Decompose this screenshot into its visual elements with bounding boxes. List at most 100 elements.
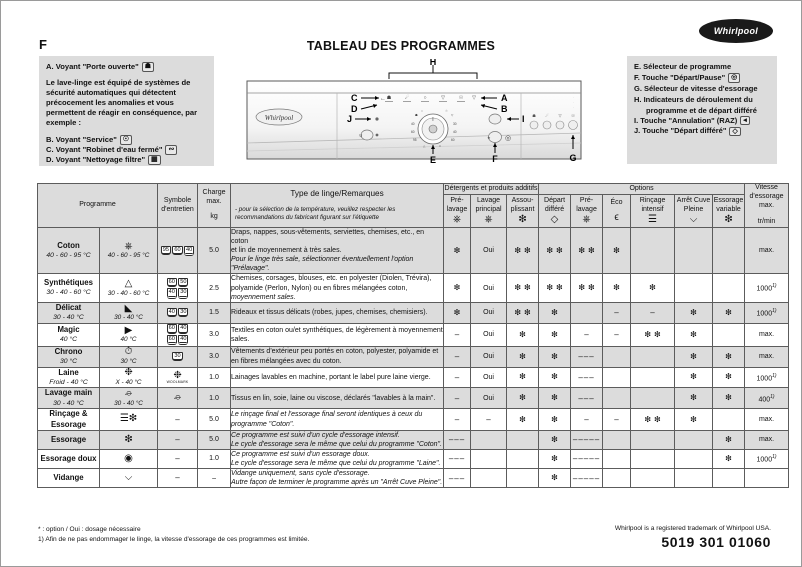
legend-item-a-label: A. Voyant "Porte ouverte" xyxy=(46,62,139,71)
cell-dash: – xyxy=(454,330,460,340)
language-letter: F xyxy=(39,37,47,52)
spin-icon: ❇ xyxy=(124,433,133,445)
cell-opt-prelavage: ––––– xyxy=(570,429,604,450)
cell-depart-differe: ❇ xyxy=(538,322,572,347)
th-prelavage-l1: Pré- xyxy=(450,197,464,205)
vitesse-value: 1000 xyxy=(756,375,773,383)
cell-assouplissant: ❇ xyxy=(506,345,540,368)
svg-text:◎: ◎ xyxy=(505,135,511,142)
cell-star: ❇ xyxy=(690,372,697,382)
cell-star: ❇ xyxy=(519,351,526,361)
cell-star: ❇ xyxy=(519,329,526,339)
cell-oui: Oui xyxy=(483,353,494,361)
cotton-icon: ⎈ xyxy=(124,240,133,252)
cell-depart-differe: ❇ xyxy=(538,408,572,431)
th-vitesse: Vitesse d'essorage max. tr/min xyxy=(744,183,790,228)
table-row: Coton 40 - 60 - 95 °C ⎈ 40 - 60 - 95 °C 95 60… xyxy=(37,226,790,275)
cell-opt-prelavage: ❇ ❇ xyxy=(570,273,604,303)
cell-lavage-principal: Oui xyxy=(470,322,508,347)
cell-dashes: ––––– xyxy=(572,435,601,445)
trademark-text: Whirlpool is a registered trademark of W… xyxy=(614,525,771,532)
cell-arret-cuve: ❇ xyxy=(674,301,714,324)
cell-star: ❇ xyxy=(725,393,732,403)
cell-essorage-variable: ❇ xyxy=(712,448,746,470)
care-temp: 30 - 40 - 60 °C xyxy=(107,289,150,297)
cell-opt-prelavage: – xyxy=(570,408,604,431)
cell-star: ❇ xyxy=(551,351,558,361)
cell-lavage-principal: Oui xyxy=(470,345,508,368)
stop-full-tub-icon: ⌵ xyxy=(689,213,698,225)
cell-two-stars: ❇ ❇ xyxy=(514,307,531,317)
th-vitesse-l1: Vitesse xyxy=(755,184,778,191)
legend-item-b-label: B. Voyant "Service" xyxy=(46,135,117,145)
care-symbol-60: 60 xyxy=(166,277,177,288)
cell-essorage-variable xyxy=(712,408,746,431)
table-row: Lavage main 30 - 40 °C ⌮ 30 - 40 °C ⌮ 1.0 Tiss… xyxy=(37,387,790,410)
cell-oui: Oui xyxy=(483,284,494,292)
cell-star: ❇ xyxy=(519,372,526,382)
programme-temps: 40 - 60 - 95 °C xyxy=(46,251,91,259)
cell-oui: Oui xyxy=(483,373,494,381)
footer-right: Whirlpool is a registered trademark of W… xyxy=(615,525,771,550)
cell-care-symbols: ⌮ xyxy=(157,387,199,410)
cell-programme: Rinçage & Essorage xyxy=(37,408,100,431)
header-area: F TABLEAU DES PROGRAMMES Whirlpool A. Vo… xyxy=(1,1,801,171)
care-symbol-95: 95 xyxy=(160,245,172,255)
svg-text:☗: ☗ xyxy=(415,113,418,117)
programme-name: Magic xyxy=(57,324,80,334)
cell-charge-max: 5.0 xyxy=(197,408,232,431)
cell-two-stars: ❇ ❇ xyxy=(514,245,531,255)
vitesse-note: 1) xyxy=(772,454,777,461)
cell-star: ❇ xyxy=(649,283,656,293)
cell-vitesse: 10001) xyxy=(744,448,790,470)
svg-text:←: ← xyxy=(380,96,386,102)
cell-vitesse: 10001) xyxy=(744,273,790,303)
svg-text:60: 60 xyxy=(411,130,415,134)
cell-charge-max: 3.0 xyxy=(197,345,232,368)
th-rincage-intensif: Rinçage intensif ☰ xyxy=(630,194,676,228)
cell-dash: – xyxy=(486,415,491,425)
table-row: Laine Froid - 40 °C ❉ X - 40 °C ❉ WOOLMARK 1.0… xyxy=(37,366,790,389)
svg-text:H: H xyxy=(430,59,437,67)
legend-item-h: H. Indicateurs de déroulement du xyxy=(634,94,753,104)
vitesse-note: 1) xyxy=(772,372,777,379)
cell-care-icon: ⎈ 40 - 60 - 95 °C xyxy=(98,226,159,275)
th-depart-differe: Départ différé ◇ xyxy=(538,194,572,228)
th-rincage-label: Rinçage xyxy=(639,197,666,205)
th-vitesse-l3: max. xyxy=(758,201,775,209)
cell-star: ❇ xyxy=(453,283,461,293)
chrono-icon: ⏱ xyxy=(124,346,133,358)
prewash-option-icon: ⎈ xyxy=(582,213,591,225)
header-row-2: Pré- lavage ⎈ Lavage principal ⎈ Assou- … xyxy=(38,194,789,228)
th-lavage-l1: Lavage xyxy=(477,197,500,205)
drain-icon: ⌵ xyxy=(124,471,133,483)
cell-care-symbols: – xyxy=(157,448,199,470)
th-lavage-l2: principal xyxy=(475,206,502,214)
th-eco: Éco ϵ xyxy=(602,194,632,228)
filter-clean-icon: ▦ xyxy=(148,155,161,165)
cell-programme: Vidange xyxy=(37,468,100,489)
table-row: Essorage doux ◉ – 1.0 Ce programme est suivi… xyxy=(37,448,790,470)
programme-name: Essorage doux xyxy=(40,453,97,463)
cell-rincage-intensif: ❇ xyxy=(630,273,676,303)
rinse-icon: ☰ xyxy=(648,213,658,225)
cell-care-icon: ☰❇ xyxy=(98,408,159,431)
vitesse-note: 1) xyxy=(770,393,775,400)
cell-arret-cuve xyxy=(674,273,714,303)
svg-text:40: 40 xyxy=(411,122,415,126)
desc-line-2: programme "Coton". xyxy=(231,420,295,428)
vitesse-value: 400 xyxy=(758,396,771,404)
cell-depart-differe: ❇ xyxy=(538,301,572,324)
cell-lavage-principal xyxy=(470,429,508,450)
wool-icon: ❉ xyxy=(124,367,133,379)
cell-prelavage: ❇ xyxy=(443,301,472,324)
desc-line-2: polyamide (Perlon, Nylon) ou en fibres m… xyxy=(231,284,408,292)
cell-assouplissant: ❇ xyxy=(506,366,540,389)
cell-dash: – xyxy=(454,372,460,382)
cell-depart-differe: ❇ xyxy=(538,387,572,410)
cell-star: ❇ xyxy=(551,307,558,317)
svg-text:40: 40 xyxy=(453,130,457,134)
programme-name: Vidange xyxy=(53,473,84,483)
desc-line-1: Vêtements d'extérieur peu portés en coto… xyxy=(231,348,439,356)
cell-star: ❇ xyxy=(551,329,558,339)
